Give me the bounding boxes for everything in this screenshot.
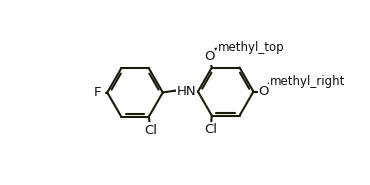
Text: O: O bbox=[204, 51, 214, 63]
Text: Cl: Cl bbox=[144, 124, 157, 137]
Text: methyl_right: methyl_right bbox=[270, 75, 346, 88]
Text: Cl: Cl bbox=[204, 123, 218, 136]
Text: O: O bbox=[259, 85, 269, 98]
Text: F: F bbox=[94, 86, 101, 99]
Text: HN: HN bbox=[176, 85, 196, 98]
Text: methyl_top: methyl_top bbox=[218, 41, 285, 54]
